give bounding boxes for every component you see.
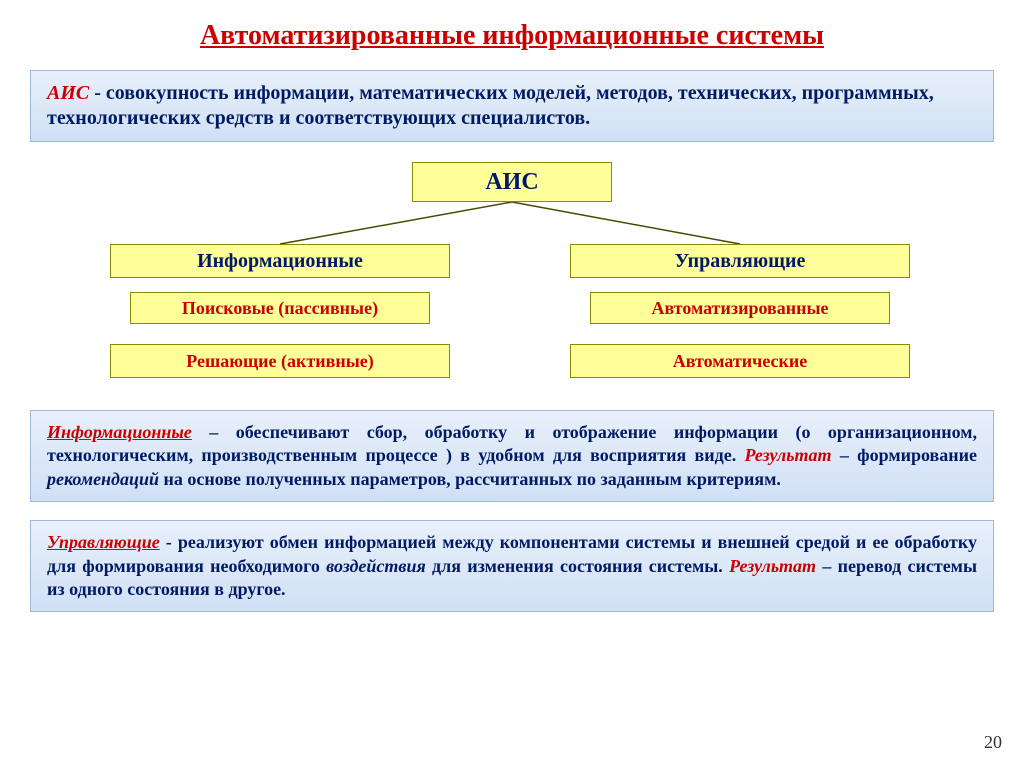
node-left-child-0: Поисковые (пассивные) [130, 292, 430, 324]
node-label: Решающие (активные) [186, 351, 373, 372]
hierarchy-diagram: АИС Информационные Управляющие Поисковые… [30, 162, 994, 392]
definition-abbr: АИС [47, 82, 89, 104]
info2-body2: для изменения состояния системы. [426, 556, 729, 576]
definition-text: АИС - совокупность информации, математич… [47, 82, 934, 129]
info2-emph1: воздействия [326, 556, 426, 576]
info-box-2: Управляющие - реализуют обмен информацие… [30, 520, 994, 612]
definition-box: АИС - совокупность информации, математич… [30, 70, 994, 142]
node-left-label: Информационные [197, 250, 363, 273]
node-label: Автоматические [673, 351, 808, 372]
page-title: Автоматизированные информационные систем… [30, 20, 994, 52]
node-right-label: Управляющие [675, 250, 806, 273]
info1-body2: – формирование [832, 445, 977, 465]
info1-body3: на основе полученных параметров, рассчит… [159, 469, 781, 489]
node-root-label: АИС [485, 169, 538, 196]
node-left: Информационные [110, 244, 450, 278]
info-box-1: Информационные – обеспечивают сбор, обра… [30, 410, 994, 502]
node-right: Управляющие [570, 244, 910, 278]
node-left-child-1: Решающие (активные) [110, 344, 450, 378]
info1-lead: Информационные [47, 422, 192, 442]
info2-result: Результат [729, 556, 816, 576]
node-right-child-1: Автоматические [570, 344, 910, 378]
info2-lead: Управляющие [47, 532, 160, 552]
node-label: Поисковые (пассивные) [182, 298, 378, 319]
page-number: 20 [984, 732, 1002, 753]
node-label: Автоматизированные [651, 298, 828, 319]
node-root: АИС [412, 162, 612, 202]
definition-body: - совокупность информации, математически… [47, 82, 934, 129]
info1-result: Результат [745, 445, 832, 465]
node-right-child-0: Автоматизированные [590, 292, 890, 324]
info1-emph: рекомендаций [47, 469, 159, 489]
